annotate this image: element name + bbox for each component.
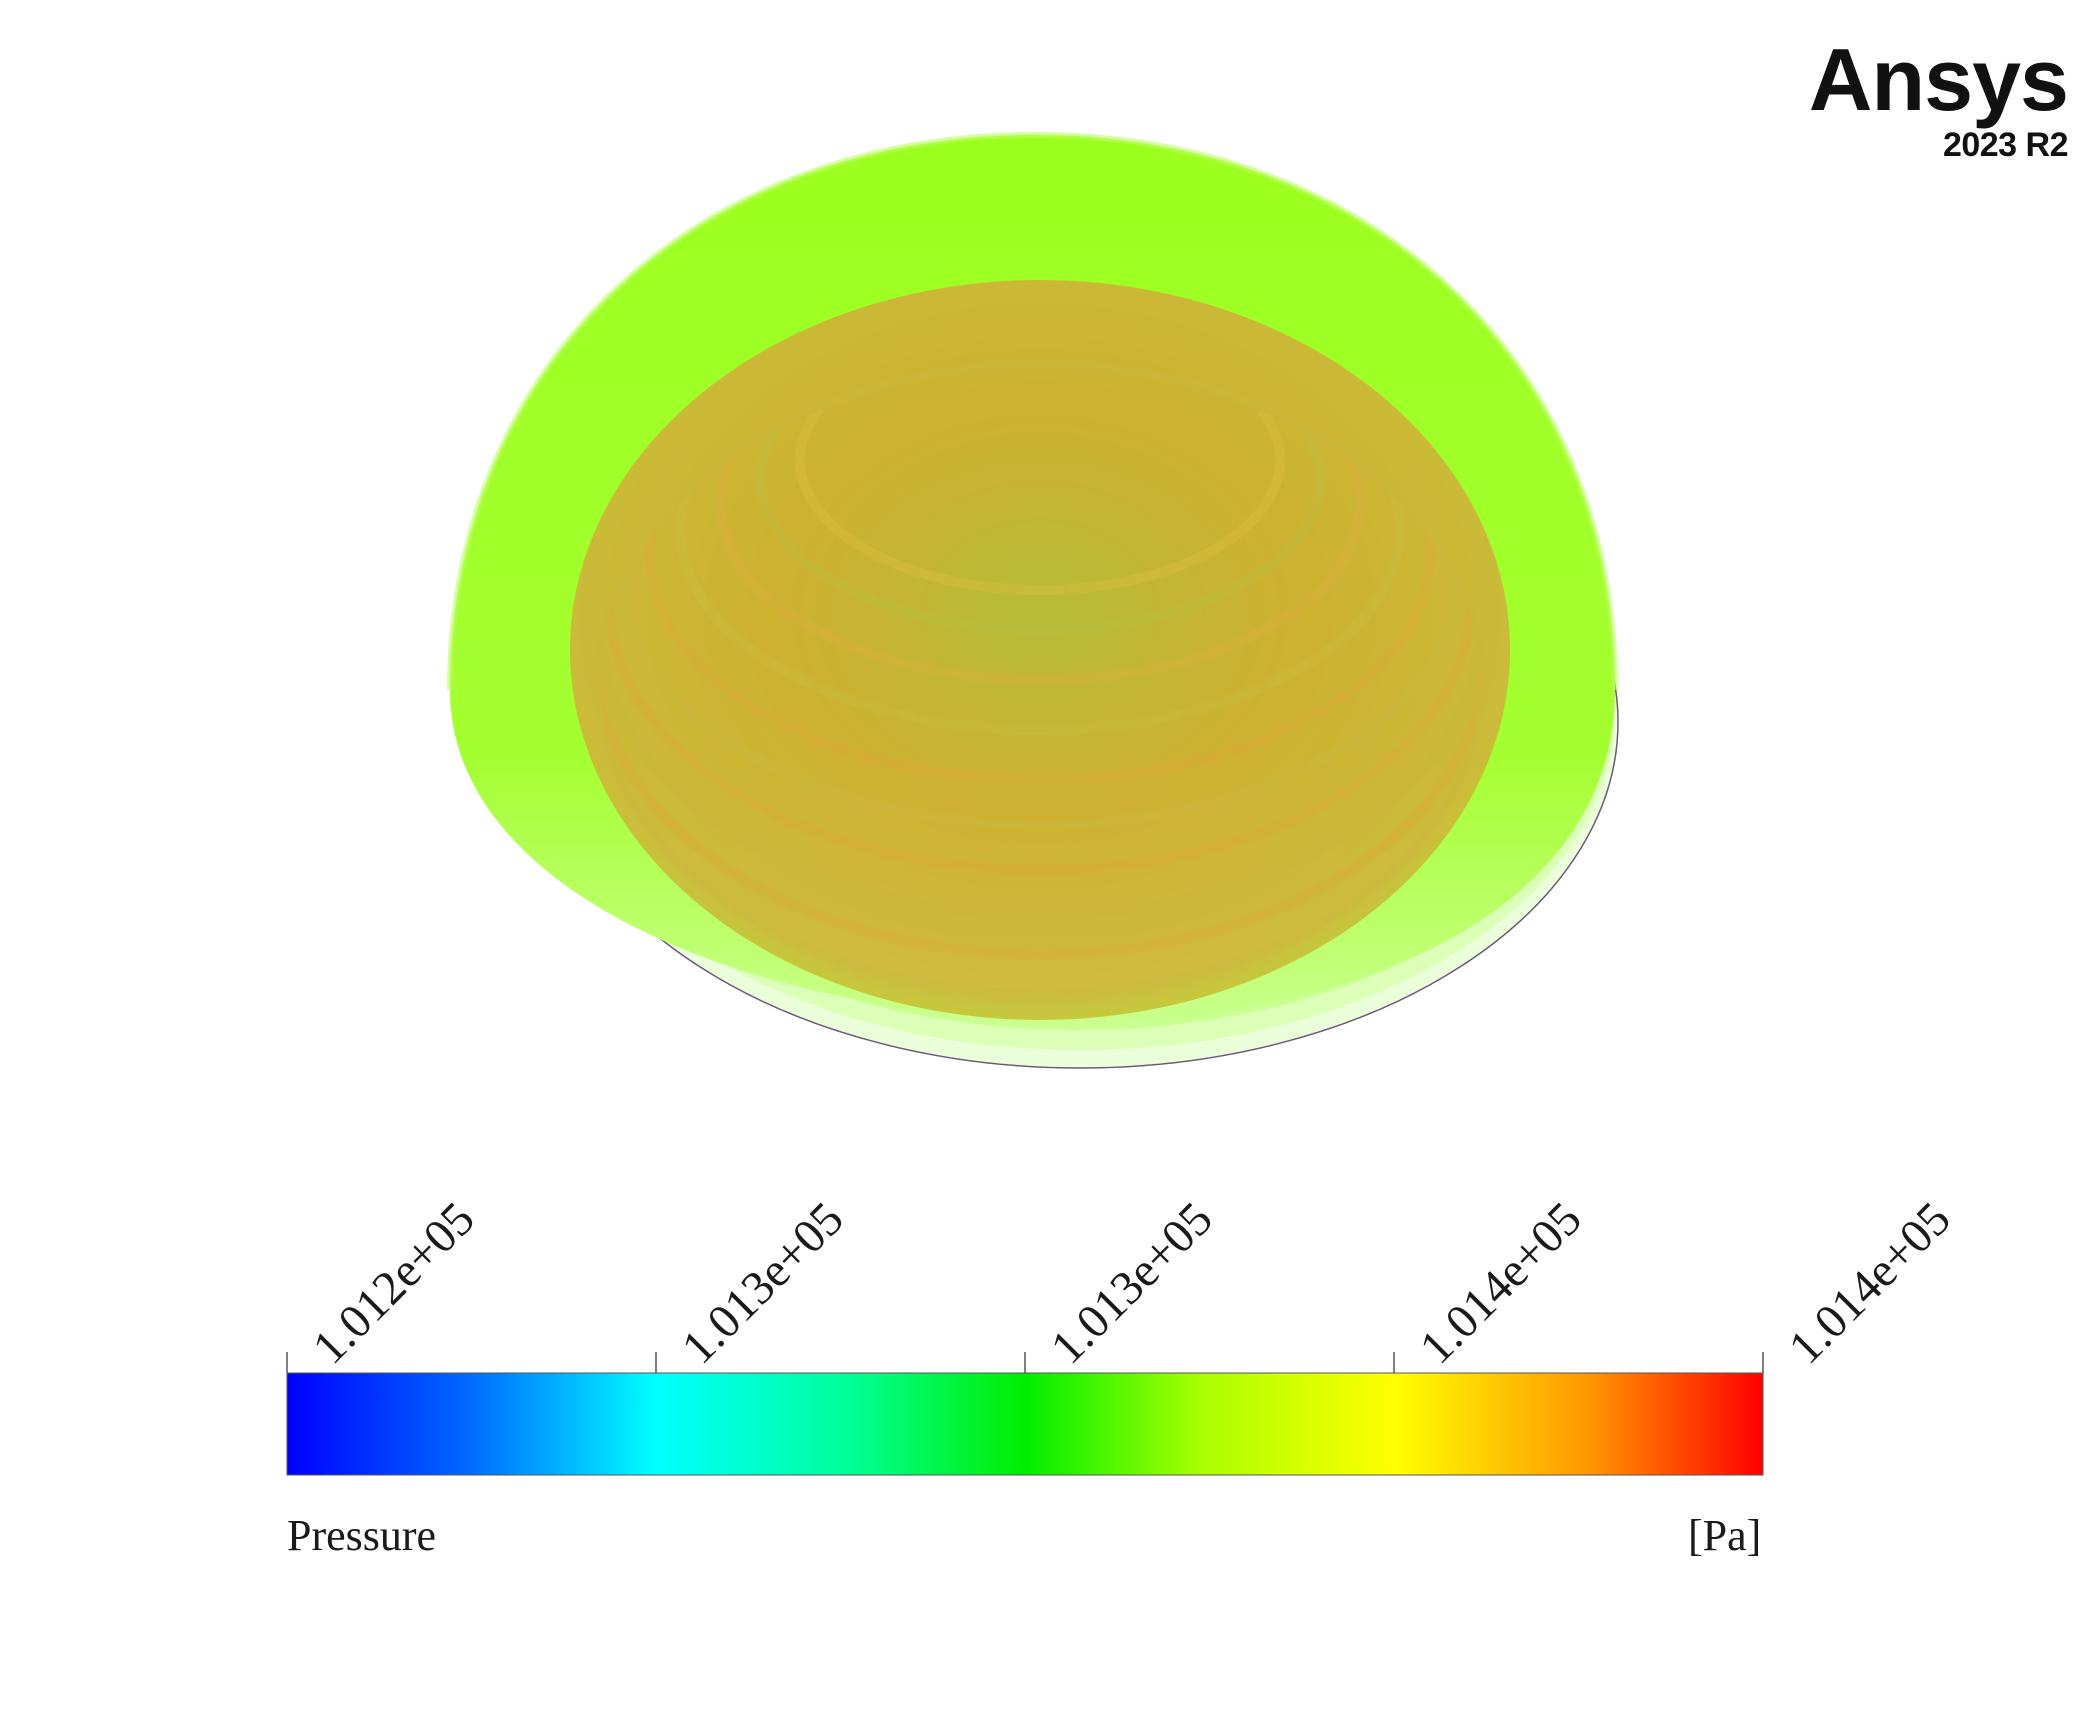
dome-inner-region: [570, 280, 1510, 1020]
legend-unit: [Pa]: [1688, 1511, 1762, 1560]
colorbar-ticks: [286, 1352, 1764, 1373]
legend-title: Pressure: [287, 1511, 437, 1560]
logo-brand: Ansys: [1808, 30, 2069, 129]
legend-colorbar: [286, 1352, 1764, 1476]
contour-bands: [595, 360, 1485, 1000]
ansys-logo: Ansys 2023 R2: [1808, 30, 2069, 164]
logo-version: 2023 R2: [1942, 126, 2069, 164]
colorbar-gradient: [286, 1372, 1764, 1476]
pressure-contour-dome: [447, 131, 1619, 1069]
